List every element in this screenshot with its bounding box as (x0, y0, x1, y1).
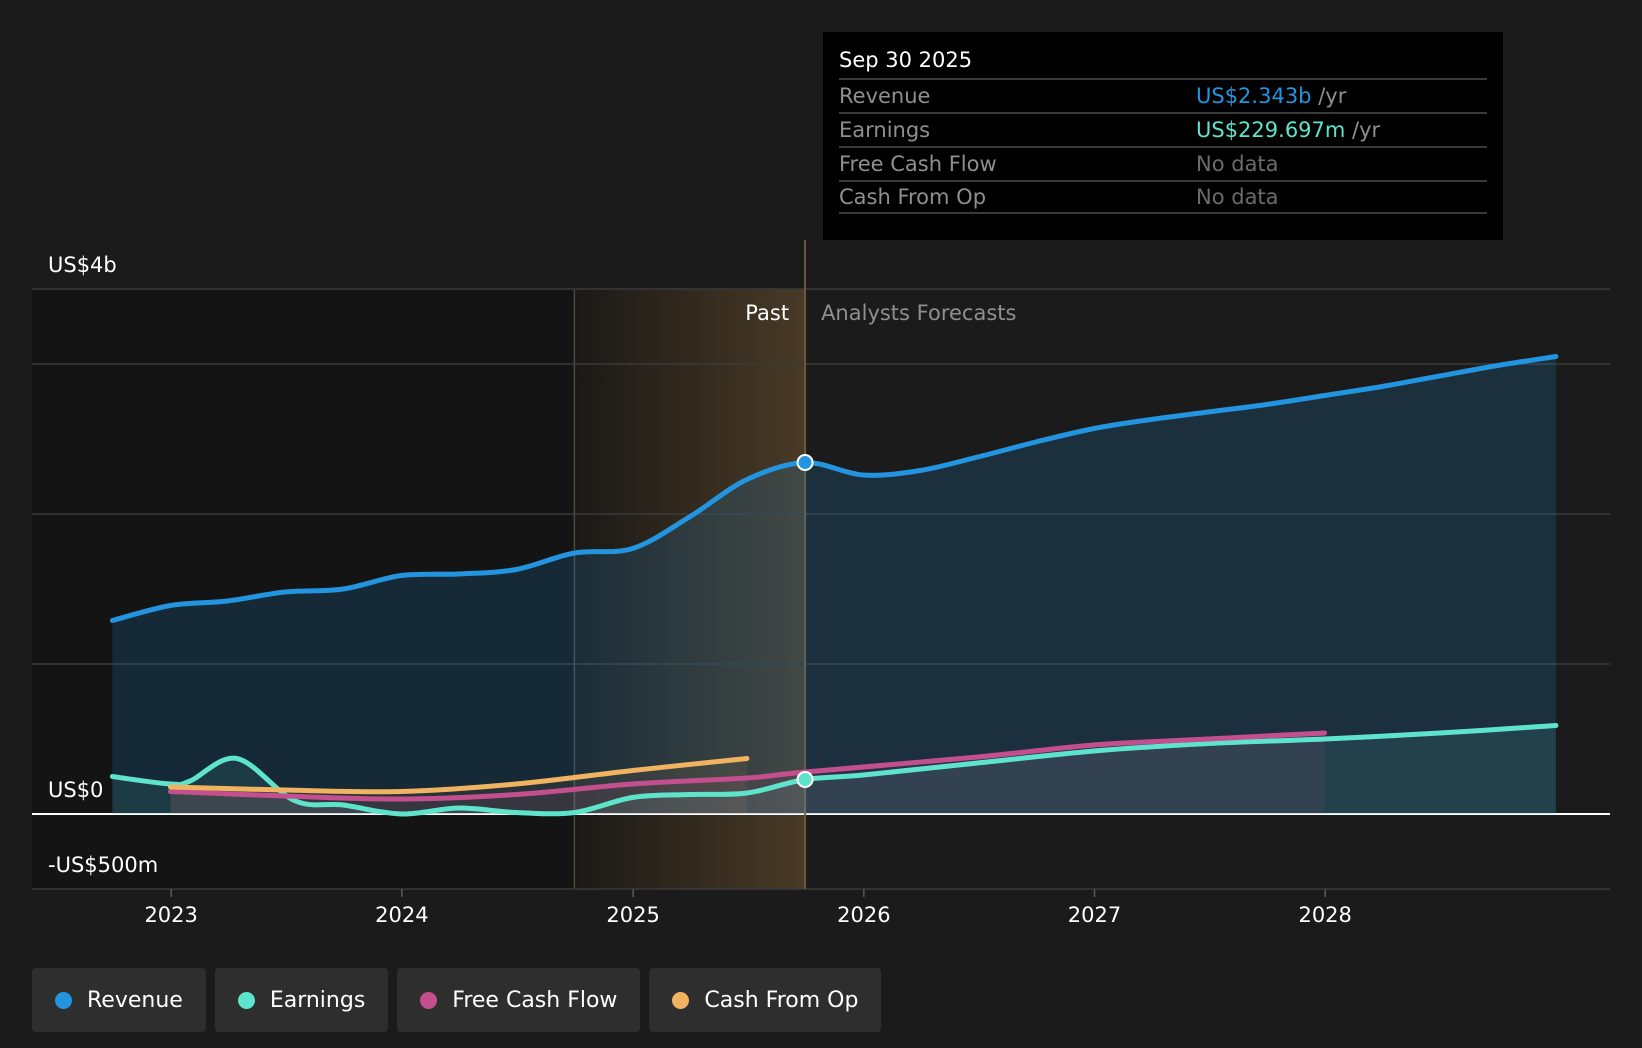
y-axis-label: US$0 (48, 778, 103, 802)
tooltip-value: No data (1196, 152, 1279, 176)
forecast-label: Analysts Forecasts (821, 301, 1016, 325)
legend-dot-icon (55, 991, 72, 1009)
legend-dot-icon (420, 991, 438, 1009)
earnings-line (109, 723, 1559, 817)
legend: Revenue Earnings Free Cash Flow Cash Fro… (32, 968, 882, 1032)
legend-item-earnings[interactable]: Earnings (214, 968, 389, 1032)
tooltip-row-cash-from-op: Cash From Op No data (839, 180, 1487, 214)
x-tick-label: 2026 (837, 903, 890, 927)
y-axis-label: US$4b (48, 253, 117, 277)
x-tick-label: 2028 (1298, 903, 1351, 927)
tooltip-value-number: US$229.697m (1196, 118, 1346, 142)
tooltip-label: Cash From Op (839, 185, 987, 209)
revenue-marker (796, 454, 814, 472)
revenue-area (112, 356, 1556, 814)
legend-label: Free Cash Flow (452, 987, 618, 1013)
tooltip-value-unit: /yr (1311, 84, 1347, 108)
legend-label: Revenue (87, 987, 183, 1013)
tooltip-value-unit: /yr (1345, 118, 1381, 142)
tooltip-label: Revenue (839, 84, 931, 108)
legend-dot-icon (237, 991, 255, 1009)
cash-from-op-area (170, 758, 747, 814)
legend-item-cash-from-op[interactable]: Cash From Op (649, 968, 882, 1032)
revenue-line (109, 354, 1559, 623)
free-cash-flow-line (168, 730, 1328, 802)
past-label: Past (745, 301, 789, 325)
tooltip-label: Free Cash Flow (839, 152, 997, 176)
tooltip-value-number: US$2.343b (1196, 84, 1312, 108)
legend-label: Earnings (269, 987, 366, 1013)
earnings-area (112, 725, 1556, 815)
tooltip: Sep 30 2025 Revenue US$2.343b /yr Earnin… (823, 32, 1503, 240)
earnings-marker (796, 771, 814, 789)
tooltip-label: Earnings (839, 118, 931, 142)
x-tick-label: 2023 (144, 903, 197, 927)
legend-label: Cash From Op (704, 987, 859, 1013)
tooltip-value: No data (1196, 185, 1279, 209)
x-tick-label: 2027 (1068, 903, 1121, 927)
tooltip-date: Sep 30 2025 (839, 48, 973, 72)
y-axis-label: -US$500m (48, 853, 158, 877)
tooltip-value: US$229.697m /yr (1196, 118, 1380, 142)
x-tick-label: 2024 (375, 903, 428, 927)
tooltip-row-earnings: Earnings US$229.697m /yr (839, 112, 1487, 146)
tooltip-value-number: No data (1196, 152, 1279, 176)
tooltip-row-revenue: Revenue US$2.343b /yr (839, 78, 1487, 112)
tooltip-value: US$2.343b /yr (1196, 84, 1346, 108)
cash-from-op-line (168, 756, 750, 795)
legend-item-revenue[interactable]: Revenue (32, 968, 206, 1032)
x-tick-label: 2025 (606, 903, 659, 927)
legend-dot-icon (672, 991, 690, 1009)
tooltip-row-free-cash-flow: Free Cash Flow No data (839, 146, 1487, 180)
legend-item-free-cash-flow[interactable]: Free Cash Flow (397, 968, 641, 1032)
tooltip-value-number: No data (1196, 185, 1279, 209)
